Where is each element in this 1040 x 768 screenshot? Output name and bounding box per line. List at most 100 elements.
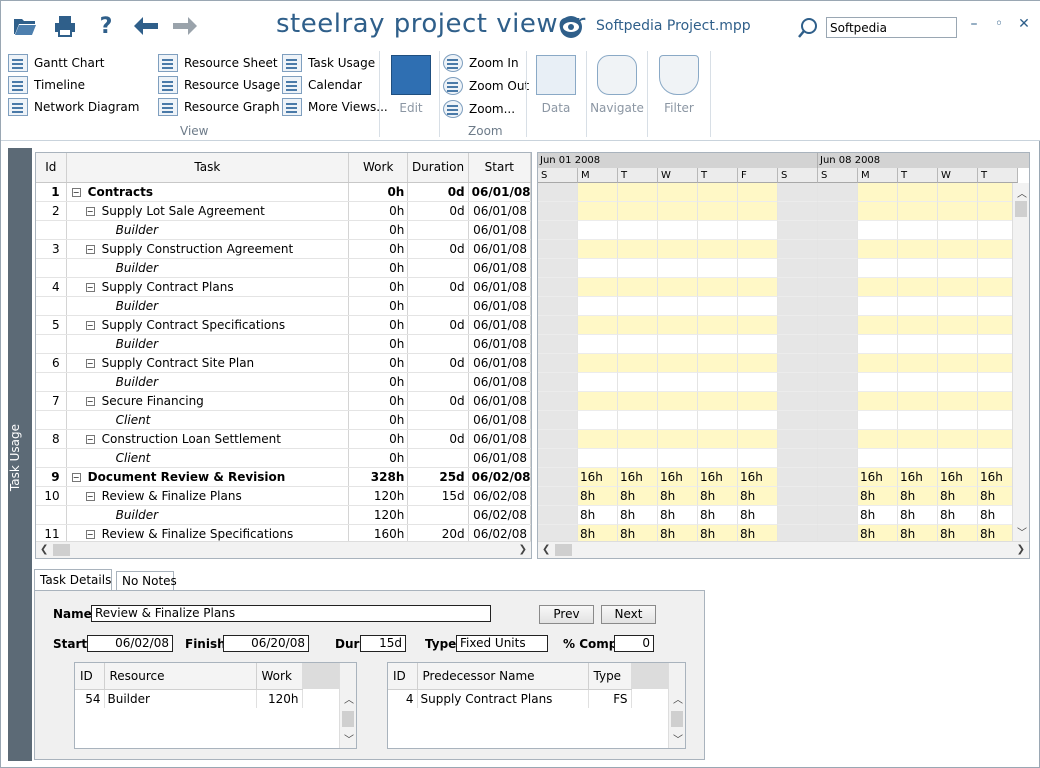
timeline-cell[interactable] [578, 183, 618, 202]
timeline-cell[interactable] [858, 183, 898, 202]
search-icon[interactable] [795, 15, 821, 41]
percent-complete-field[interactable]: 0 [614, 635, 654, 652]
timeline-cell[interactable] [538, 316, 578, 335]
timeline-cell[interactable] [778, 487, 818, 506]
scroll-down-icon[interactable]: ﹀ [673, 735, 683, 746]
timeline-cell[interactable] [538, 373, 578, 392]
timeline-cell[interactable]: 8h [938, 506, 978, 525]
prev-button[interactable]: Prev [539, 605, 594, 624]
timeline-cell[interactable] [578, 278, 618, 297]
timeline-cell[interactable] [938, 240, 978, 259]
timeline-cell[interactable] [778, 411, 818, 430]
timeline-cell[interactable] [858, 430, 898, 449]
scroll-left-icon[interactable]: ❮ [542, 544, 551, 555]
timeline-cell[interactable] [538, 183, 578, 202]
timeline-cell[interactable] [618, 411, 658, 430]
timeline-cell[interactable]: 8h [738, 506, 778, 525]
timeline-cell[interactable] [658, 221, 698, 240]
scroll-thumb[interactable] [671, 711, 683, 727]
resource-id-header[interactable]: ID [75, 663, 105, 690]
task-row[interactable]: 2− Supply Lot Sale Agreement 0h 0d 06/01/08 [36, 201, 531, 221]
timeline-cell[interactable]: 8h [738, 487, 778, 506]
resources-scrollbar[interactable]: ︿ ﹀ [339, 663, 356, 748]
timeline-cell[interactable] [698, 221, 738, 240]
timeline-cell[interactable] [778, 430, 818, 449]
timeline-horizontal-scrollbar[interactable]: ❮ ❯ [538, 541, 1029, 558]
predecessor-row[interactable]: 4 Supply Contract Plans FS [388, 689, 632, 708]
timeline-cell[interactable] [778, 278, 818, 297]
timeline-cell[interactable] [578, 411, 618, 430]
timeline-cell[interactable] [818, 240, 858, 259]
resource-usage-view-button[interactable]: Resource Usage [158, 75, 280, 95]
timeline-cell[interactable]: 16h [738, 468, 778, 487]
zoom-out-button[interactable]: Zoom Out [443, 76, 529, 96]
timeline-cell[interactable] [698, 392, 738, 411]
collapse-toggle-icon[interactable]: − [85, 282, 95, 292]
timeline-cell[interactable] [538, 430, 578, 449]
collapse-toggle-icon[interactable]: − [71, 187, 81, 197]
timeline-cell[interactable] [658, 259, 698, 278]
collapse-toggle-icon[interactable]: − [85, 206, 95, 216]
timeline-cell[interactable] [818, 221, 858, 240]
timeline-cell[interactable] [818, 259, 858, 278]
timeline-cell[interactable] [578, 449, 618, 468]
resource-assignment-row[interactable]: Builder 120h 06/02/08 [36, 505, 531, 525]
timeline-cell[interactable] [578, 373, 618, 392]
timeline-cell[interactable]: 16h [898, 468, 938, 487]
resource-graph-view-button[interactable]: Resource Graph [158, 97, 280, 117]
timeline-cell[interactable] [818, 487, 858, 506]
timeline-cell[interactable] [898, 354, 938, 373]
timeline-cell[interactable] [578, 221, 618, 240]
task-row[interactable]: 10− Review & Finalize Plans 120h 15d 06/02/0… [36, 486, 531, 506]
timeline-cell[interactable] [938, 297, 978, 316]
timeline-cell[interactable] [658, 240, 698, 259]
timeline-cell[interactable] [898, 373, 938, 392]
timeline-cell[interactable] [858, 449, 898, 468]
timeline-cell[interactable] [618, 373, 658, 392]
grid-horizontal-scrollbar[interactable]: ❮ ❯ [36, 541, 531, 558]
timeline-cell[interactable] [738, 259, 778, 278]
timeline-cell[interactable] [818, 411, 858, 430]
task-usage-view-button[interactable]: Task Usage [282, 53, 375, 73]
task-row[interactable]: 6− Supply Contract Site Plan 0h 0d 06/01/08 [36, 353, 531, 373]
navigate-button[interactable]: Navigate [589, 53, 645, 115]
resource-assignment-row[interactable]: Builder 0h 06/01/08 [36, 334, 531, 354]
timeline-cell[interactable]: 8h [658, 506, 698, 525]
scroll-thumb[interactable] [1015, 201, 1027, 217]
task-row[interactable]: 5− Supply Contract Specifications 0h 0d 06/0… [36, 315, 531, 335]
collapse-toggle-icon[interactable]: − [85, 529, 95, 539]
resource-row[interactable]: 54 Builder 120h [75, 689, 303, 708]
resource-assignment-row[interactable]: Builder 0h 06/01/08 [36, 220, 531, 240]
timeline-cell[interactable] [578, 297, 618, 316]
timeline-cell[interactable] [538, 392, 578, 411]
timeline-cell[interactable] [738, 183, 778, 202]
timeline-cell[interactable]: 8h [658, 487, 698, 506]
resource-assignment-row[interactable]: Builder 0h 06/01/08 [36, 296, 531, 316]
timeline-cell[interactable] [738, 202, 778, 221]
timeline-cell[interactable] [618, 392, 658, 411]
timeline-cell[interactable] [618, 316, 658, 335]
timeline-cell[interactable] [578, 430, 618, 449]
timeline-cell[interactable] [538, 468, 578, 487]
timeline-cell[interactable] [898, 278, 938, 297]
timeline-cell[interactable] [578, 259, 618, 278]
timeline-cell[interactable]: 8h [618, 487, 658, 506]
timeline-cell[interactable]: 16h [978, 468, 1018, 487]
task-row[interactable]: 4− Supply Contract Plans 0h 0d 06/01/08 [36, 277, 531, 297]
timeline-cell[interactable] [818, 506, 858, 525]
timeline-cell[interactable] [738, 278, 778, 297]
timeline-cell[interactable] [738, 449, 778, 468]
scroll-thumb[interactable] [342, 711, 354, 727]
task-name-field[interactable]: Review & Finalize Plans [91, 605, 491, 622]
timeline-cell[interactable] [658, 354, 698, 373]
minimize-button[interactable]: – [970, 16, 978, 32]
timeline-cell[interactable] [738, 392, 778, 411]
timeline-cell[interactable] [538, 411, 578, 430]
timeline-cell[interactable] [658, 297, 698, 316]
timeline-cell[interactable] [778, 373, 818, 392]
timeline-cell[interactable] [898, 316, 938, 335]
resource-assignment-row[interactable]: Builder 0h 06/01/08 [36, 372, 531, 392]
timeline-cell[interactable] [898, 259, 938, 278]
scroll-thumb[interactable] [53, 544, 70, 556]
timeline-cell[interactable] [818, 316, 858, 335]
